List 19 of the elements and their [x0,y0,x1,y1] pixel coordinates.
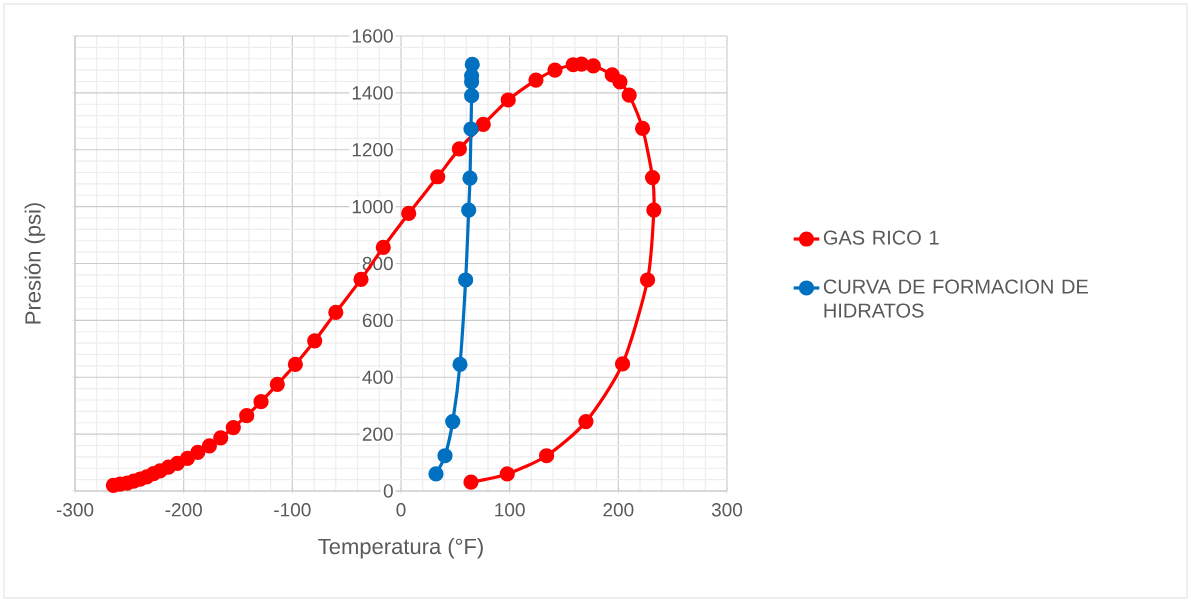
y-axis-title: Presión (psi) [24,203,46,324]
y-tick-label: 1600 [352,29,393,43]
x-axis-title: Temperatura (°F) [318,538,483,559]
y-tick-label: 1200 [352,143,393,157]
y-tick-label: 1400 [352,86,393,100]
y-tick-label: 0 [383,484,393,498]
x-tick-label: 100 [495,503,525,517]
y-tick-label: 600 [362,313,393,328]
x-tick-label: 0 [396,503,406,517]
x-tick-label: -200 [165,503,202,517]
x-tick-label: 200 [603,503,634,517]
x-tick-label: -300 [56,503,94,517]
x-tick-label: 300 [711,503,743,517]
x-tick-label: -100 [274,503,311,517]
legend-label: CURVA DE FORMACION DE HIDRATOS [823,279,1088,318]
y-tick-label: 200 [362,427,393,441]
y-tick-label: 400 [362,370,393,384]
y-tick-label: 1000 [352,199,393,214]
legend-label: GAS RICO 1 [823,230,939,245]
